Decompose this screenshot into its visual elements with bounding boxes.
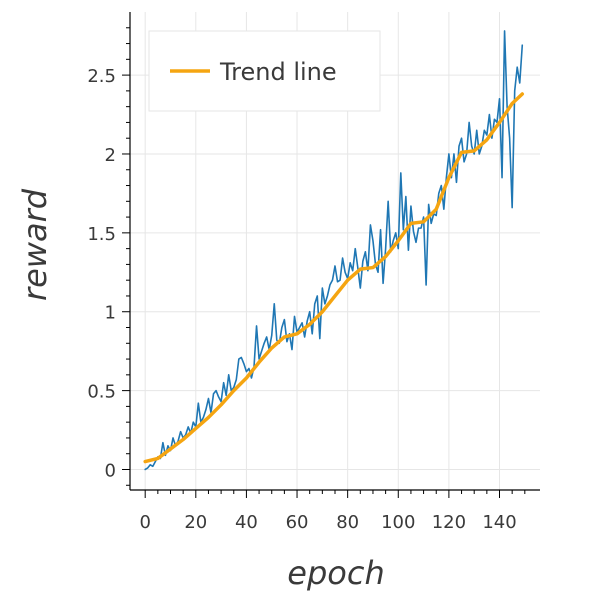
x-tick-label: 60 bbox=[286, 512, 309, 533]
y-tick-label: 0.5 bbox=[87, 382, 116, 403]
x-tick-label: 20 bbox=[184, 512, 207, 533]
x-tick-label: 80 bbox=[336, 512, 359, 533]
series-line-trend-line bbox=[143, 92, 525, 464]
x-tick-label: 120 bbox=[432, 512, 466, 533]
x-tick-label: 100 bbox=[381, 512, 415, 533]
ticks: 0 20 40 60 80 100 120 140 0 0.5 1 1.5 2 2.5 bbox=[87, 27, 526, 533]
y-tick-label: 2 bbox=[105, 145, 116, 166]
y-axis-title: reward bbox=[16, 188, 54, 301]
x-tick-label: 140 bbox=[482, 512, 516, 533]
y-tick-label: 1.5 bbox=[87, 224, 116, 245]
y-tick-label: 2.5 bbox=[87, 66, 116, 87]
x-axis-title: epoch bbox=[287, 554, 384, 592]
y-tick-label: 0 bbox=[105, 460, 116, 481]
y-tick-label: 1 bbox=[105, 303, 116, 324]
series bbox=[143, 30, 525, 471]
series-line-reward bbox=[144, 30, 524, 471]
legend-label-trend-line: Trend line bbox=[219, 58, 337, 86]
legend: Trend line bbox=[148, 30, 381, 112]
x-tick-label: 40 bbox=[235, 512, 258, 533]
x-tick-label: 0 bbox=[139, 512, 150, 533]
